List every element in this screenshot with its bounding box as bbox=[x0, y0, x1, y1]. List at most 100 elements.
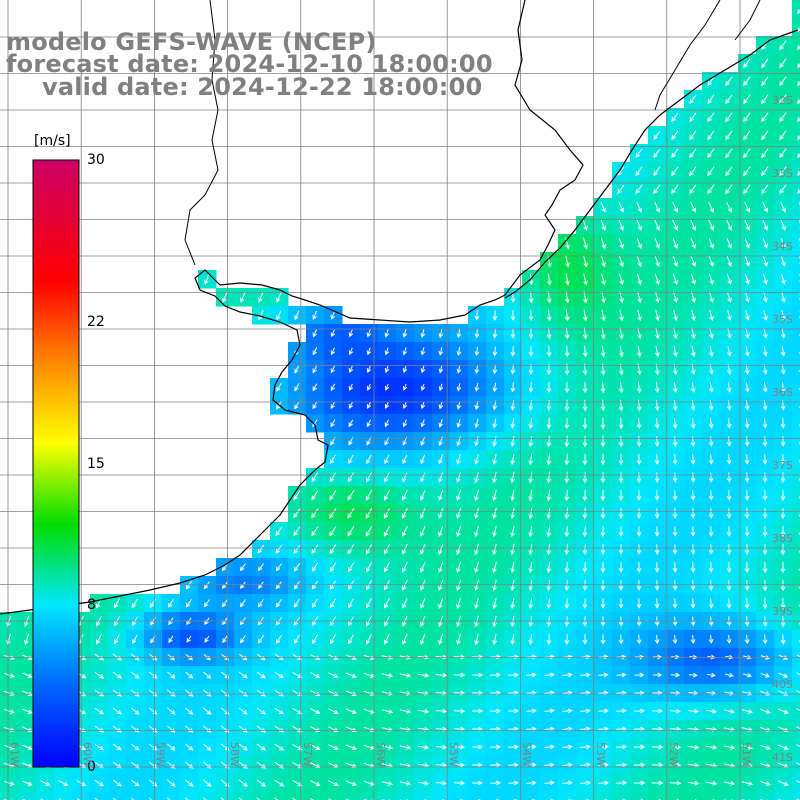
wind-arrow bbox=[94, 743, 104, 751]
wind-arrow bbox=[510, 328, 516, 339]
wind-arrow bbox=[654, 508, 660, 519]
wind-arrow bbox=[456, 401, 462, 410]
wind-arrow bbox=[366, 580, 372, 591]
wind-arrow bbox=[636, 381, 642, 394]
wind-arrow bbox=[743, 184, 751, 195]
wind-arrow bbox=[366, 329, 372, 338]
wind-speed-cell bbox=[792, 306, 800, 325]
wind-arrow bbox=[600, 453, 606, 466]
wind-arrow bbox=[618, 490, 624, 502]
wind-arrow bbox=[384, 472, 390, 483]
wind-arrow bbox=[600, 489, 606, 502]
wind-arrow bbox=[438, 419, 444, 428]
wind-arrow bbox=[311, 472, 319, 483]
wind-arrow bbox=[384, 562, 390, 573]
wind-speed-cell bbox=[54, 792, 73, 800]
wind-arrow bbox=[221, 581, 228, 590]
wind-arrow bbox=[762, 201, 768, 213]
wind-arrow bbox=[707, 148, 715, 159]
wind-arrow bbox=[293, 634, 301, 644]
wind-arrow bbox=[202, 797, 207, 800]
wind-arrow bbox=[329, 454, 336, 464]
wind-arrow bbox=[238, 797, 243, 800]
wind-arrow bbox=[759, 744, 771, 750]
wind-arrow bbox=[633, 780, 646, 786]
wind-arrow bbox=[402, 401, 408, 409]
wind-arrow bbox=[420, 507, 426, 519]
wind-arrow bbox=[780, 489, 786, 502]
wind-speed-cell bbox=[792, 720, 800, 739]
wind-arrow bbox=[202, 743, 212, 751]
wind-speed-cell bbox=[126, 792, 145, 800]
wind-arrow bbox=[384, 580, 390, 591]
wind-arrow bbox=[583, 309, 588, 322]
wind-arrow bbox=[474, 328, 480, 339]
wind-arrow bbox=[310, 744, 321, 750]
wind-arrow bbox=[274, 743, 285, 751]
wind-speed-cell bbox=[792, 90, 800, 109]
wind-arrow bbox=[402, 597, 408, 609]
wind-arrow bbox=[707, 184, 715, 195]
wind-arrow bbox=[636, 508, 642, 519]
wind-arrow bbox=[492, 436, 497, 447]
wind-arrow bbox=[745, 346, 750, 357]
wind-arrow bbox=[366, 401, 372, 409]
wind-arrow bbox=[347, 472, 355, 483]
wind-arrow bbox=[726, 255, 732, 267]
wind-arrow bbox=[600, 544, 606, 555]
wind-arrow bbox=[654, 273, 660, 286]
wind-arrow bbox=[726, 526, 732, 537]
wind-arrow bbox=[726, 472, 732, 483]
wind-speed-cell bbox=[792, 684, 800, 703]
lagoon-shore bbox=[654, 0, 721, 111]
wind-arrow bbox=[275, 526, 283, 536]
wind-arrow bbox=[528, 471, 533, 484]
wind-arrow bbox=[345, 672, 357, 678]
wind-arrow bbox=[384, 598, 390, 609]
wind-arrow bbox=[348, 401, 354, 410]
longitude-label: 56W bbox=[374, 742, 387, 767]
wind-arrow bbox=[762, 472, 768, 483]
wind-arrow bbox=[238, 689, 248, 697]
wind-arrow bbox=[365, 544, 373, 555]
wind-arrow bbox=[744, 634, 750, 645]
wind-arrow bbox=[438, 633, 444, 646]
wind-arrow bbox=[654, 255, 660, 267]
wind-arrow bbox=[381, 655, 394, 660]
wind-arrow bbox=[310, 797, 318, 800]
wind-speed-cell bbox=[234, 792, 253, 800]
wind-arrow bbox=[726, 508, 732, 519]
longitude-label: 57W bbox=[300, 742, 314, 767]
wind-arrow bbox=[601, 255, 606, 268]
wind-arrow bbox=[346, 654, 357, 660]
wind-speed-cell bbox=[792, 216, 800, 235]
wind-arrow bbox=[760, 655, 770, 660]
wind-arrow bbox=[311, 598, 319, 608]
wind-arrow bbox=[420, 419, 426, 428]
wind-arrow bbox=[420, 383, 426, 392]
wind-arrow bbox=[474, 346, 480, 357]
wind-speed-cell bbox=[792, 486, 800, 505]
map-title-valid-date: valid date: 2024-12-22 18:00:00 bbox=[42, 73, 483, 101]
wind-arrow bbox=[672, 634, 678, 645]
wind-arrow bbox=[744, 418, 750, 429]
wind-arrow bbox=[492, 489, 497, 502]
wind-arrow bbox=[456, 436, 461, 447]
wind-arrow bbox=[654, 381, 660, 394]
wind-arrow bbox=[222, 292, 228, 303]
wind-arrow bbox=[762, 508, 768, 519]
wind-arrow bbox=[508, 780, 519, 786]
wind-arrow bbox=[185, 707, 194, 715]
wind-arrow bbox=[762, 454, 768, 465]
wind-arrow bbox=[601, 273, 606, 286]
wind-speed-cell bbox=[756, 792, 775, 800]
wind-arrow bbox=[796, 690, 800, 694]
wind-arrow bbox=[633, 744, 646, 750]
wind-arrow bbox=[742, 672, 753, 678]
wind-arrow bbox=[438, 383, 444, 392]
wind-arrow bbox=[492, 579, 497, 592]
wind-arrow bbox=[474, 454, 479, 465]
wind-arrow bbox=[672, 526, 678, 537]
wind-speed-cell bbox=[792, 666, 800, 685]
wind-arrow bbox=[564, 381, 570, 394]
